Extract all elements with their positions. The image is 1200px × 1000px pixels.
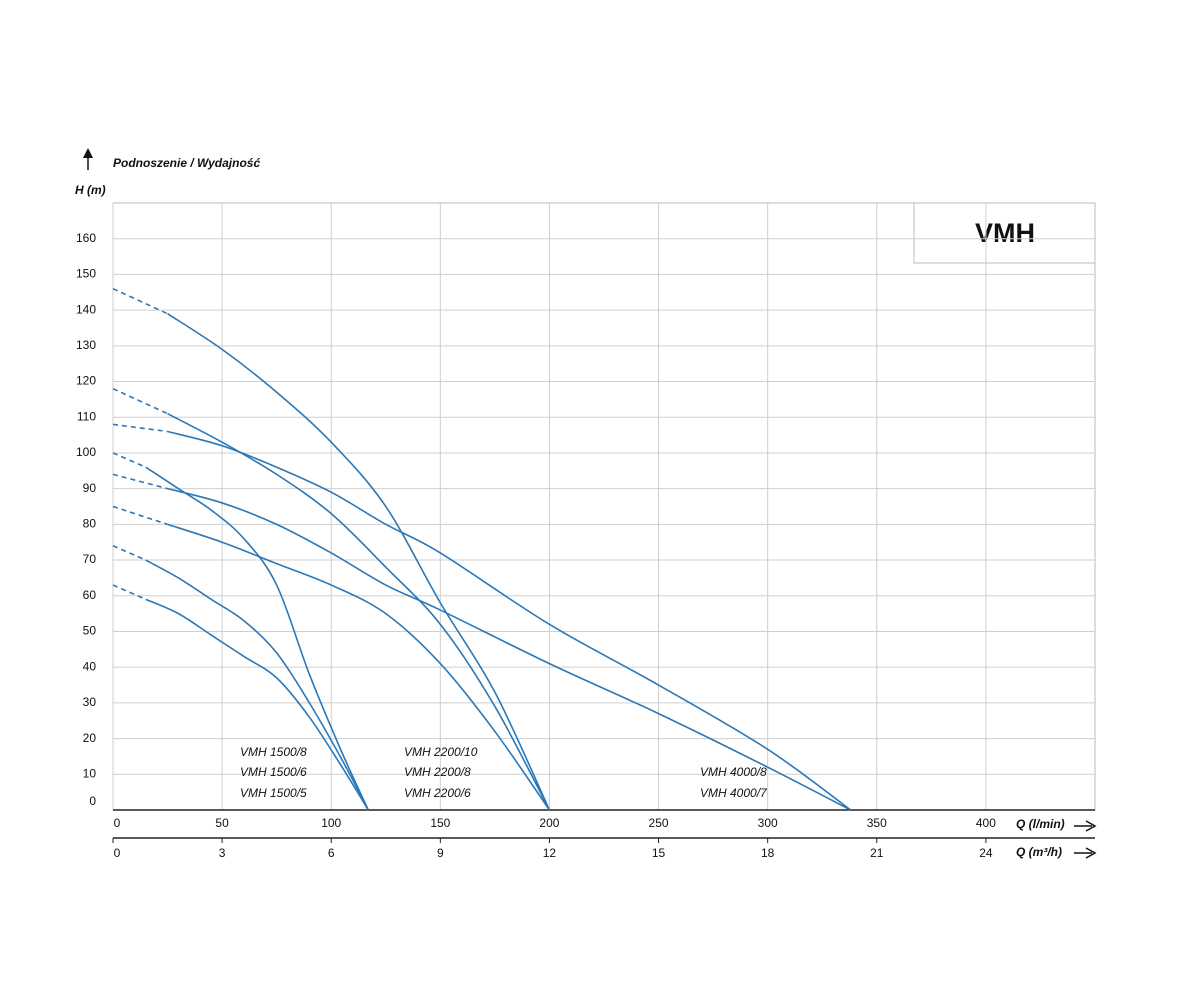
y-tick-label: 90: [83, 481, 97, 495]
y-tick-label: 150: [76, 267, 96, 281]
series-line-dashed: [112, 452, 147, 468]
x2-axis-label: Q (m³/h): [1016, 845, 1062, 859]
x2-tick-label: 3: [219, 846, 226, 860]
x-axis-label: Q (l/min): [1016, 817, 1065, 831]
x-tick-label: 200: [539, 816, 559, 830]
x2-tick-label: 0: [114, 846, 121, 860]
x-tick-label: 250: [649, 816, 669, 830]
y-tick-label: 70: [83, 552, 97, 566]
y-axis-label: H (m): [75, 183, 106, 197]
series-line: [167, 412, 551, 811]
y-tick-label: 130: [76, 338, 96, 352]
series-label: VMH 4000/8: [700, 765, 767, 779]
badge: VMH: [975, 218, 1035, 248]
y-tick-label: 50: [83, 624, 97, 638]
x-tick-label: 350: [867, 816, 887, 830]
series-line-dashed: [112, 584, 147, 601]
x-tick-label: 150: [430, 816, 450, 830]
x-tick-label: 50: [215, 816, 229, 830]
y-arrow-head: [83, 148, 93, 158]
y-tick-label: 120: [76, 374, 96, 388]
plot-frame: [112, 202, 1096, 811]
series-label: VMH 4000/7: [700, 786, 768, 800]
series-line-dashed: [112, 545, 147, 561]
series-line-dashed: [112, 423, 168, 433]
series-line: [167, 313, 551, 811]
x2-tick-label: 15: [652, 846, 666, 860]
chart-title: Podnoszenie / Wydajność: [113, 156, 260, 170]
series-line: [167, 430, 852, 811]
series-line-dashed: [112, 287, 168, 315]
y-tick-label: 140: [76, 302, 96, 316]
x-arrow: [1074, 820, 1097, 832]
y-tick-label: 80: [83, 517, 97, 531]
x2-arrow: [1074, 847, 1097, 859]
series-line-dashed: [112, 505, 168, 526]
series-line: [145, 559, 370, 811]
series-label: VMH 1500/6: [240, 765, 307, 779]
y-tick-label: 0: [89, 794, 96, 808]
series-line: [167, 523, 551, 811]
y-tick-label: 20: [83, 731, 97, 745]
series-label: VMH 1500/5: [240, 786, 307, 800]
series-line: [167, 487, 851, 811]
y-tick-label: 40: [83, 659, 97, 673]
y-tick-label: 30: [83, 695, 97, 709]
y-tick-label: 110: [77, 409, 96, 423]
series-line-dashed: [112, 473, 168, 490]
y-tick-label: 160: [76, 231, 96, 245]
y-tick-label: 100: [76, 445, 96, 459]
x2-tick-label: 24: [979, 846, 993, 860]
series-label: VMH 2200/6: [404, 786, 471, 800]
series-line-dashed: [112, 387, 168, 415]
series-label: VMH 2200/8: [404, 765, 471, 779]
y-tick-label: 60: [83, 588, 97, 602]
series-label: VMH 2200/10: [404, 745, 478, 759]
x2-tick-label: 12: [543, 846, 557, 860]
y-tick-label: 10: [83, 766, 97, 780]
series-line: [145, 598, 370, 811]
x2-tick-label: 18: [761, 846, 775, 860]
x-tick-label: 400: [976, 816, 996, 830]
x2-tick-label: 21: [870, 846, 884, 860]
x2-tick-label: 9: [437, 846, 444, 860]
x2-tick-label: 6: [328, 846, 335, 860]
series-label: VMH 1500/8: [240, 745, 307, 759]
x-tick-label: 300: [758, 816, 778, 830]
x-tick-label: 100: [321, 816, 341, 830]
badge-box: [913, 202, 1096, 264]
x-tick-label: 0: [114, 816, 121, 830]
